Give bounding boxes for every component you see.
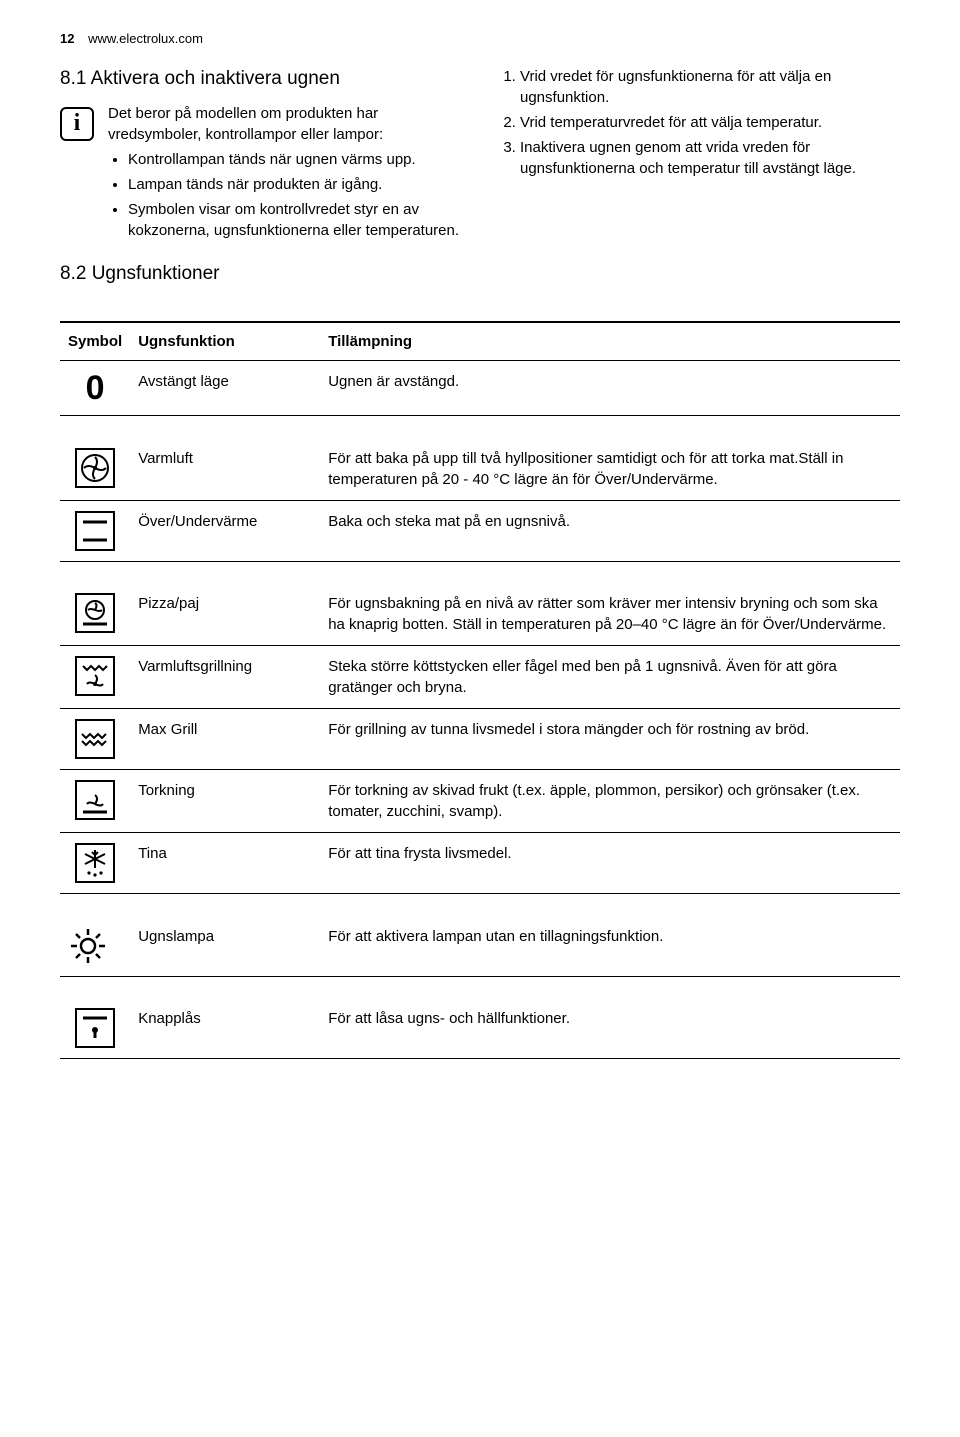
table-row: Pizza/pajFör ugnsbakning på en nivå av r…: [60, 583, 900, 646]
table-row: KnapplåsFör att låsa ugns- och hällfunkt…: [60, 998, 900, 1059]
info-bullet: Lampan tänds när produkten är igång.: [128, 174, 460, 195]
function-name: Avstängt läge: [130, 361, 320, 416]
symbol-cell: [60, 709, 130, 770]
function-name: Tina: [130, 833, 320, 894]
info-body: Det beror på modellen om produkten har v…: [108, 103, 460, 245]
function-name: Knapplås: [130, 998, 320, 1059]
function-name: Varmluft: [130, 438, 320, 501]
section-8-1-title: 8.1 Aktivera och inaktivera ugnen: [60, 66, 460, 93]
function-desc: För att aktivera lampan utan en tillagni…: [320, 916, 900, 977]
col-function: Ugnsfunktion: [130, 322, 320, 361]
page-number: 12: [60, 31, 74, 46]
symbol-topbottom-icon: [75, 511, 115, 551]
symbol-cell: [60, 833, 130, 894]
function-name: Över/Undervärme: [130, 500, 320, 561]
section-8-2-title: 8.2 Ugnsfunktioner: [60, 261, 460, 288]
step-item: Vrid vredet för ugnsfunktionerna för att…: [520, 66, 900, 108]
function-name: Pizza/paj: [130, 583, 320, 646]
table-row: Max GrillFör grillning av tunna livsmede…: [60, 709, 900, 770]
lamp-icon: [68, 926, 122, 966]
function-desc: Baka och steka mat på en ugnsnivå.: [320, 500, 900, 561]
symbol-cell: [60, 770, 130, 833]
symbol-fan-icon: [75, 448, 115, 488]
symbol-cell: 0: [60, 361, 130, 416]
function-desc: Steka större köttstycken eller fågel med…: [320, 646, 900, 709]
symbol-cell: [60, 438, 130, 501]
function-desc: För ugnsbakning på en nivå av rätter som…: [320, 583, 900, 646]
symbol-cell: [60, 583, 130, 646]
col-application: Tillämpning: [320, 322, 900, 361]
function-name: Max Grill: [130, 709, 320, 770]
table-row: VarmluftFör att baka på upp till två hyl…: [60, 438, 900, 501]
table-row: TorkningFör torkning av skivad frukt (t.…: [60, 770, 900, 833]
col-symbol: Symbol: [60, 322, 130, 361]
symbol-lock-icon: [75, 1008, 115, 1048]
symbol-pizza-icon: [75, 593, 115, 633]
symbol-drying-icon: [75, 780, 115, 820]
page-header: 12 www.electrolux.com: [60, 30, 900, 48]
table-row: UgnslampaFör att aktivera lampan utan en…: [60, 916, 900, 977]
symbol-cell: [60, 916, 130, 977]
info-bullet: Symbolen visar om kontrollvredet styr en…: [128, 199, 460, 241]
step-item: Inaktivera ugnen genom att vrida vreden …: [520, 137, 900, 179]
function-desc: För att tina frysta livsmedel.: [320, 833, 900, 894]
table-row: VarmluftsgrillningSteka större köttstyck…: [60, 646, 900, 709]
info-bullets: Kontrollampan tänds när ugnen värms upp.…: [108, 149, 460, 241]
step-item: Vrid temperaturvredet för att välja temp…: [520, 112, 900, 133]
function-name: Ugnslampa: [130, 916, 320, 977]
function-desc: För att baka på upp till två hyllpositio…: [320, 438, 900, 501]
table-row: Över/UndervärmeBaka och steka mat på en …: [60, 500, 900, 561]
info-lead: Det beror på modellen om produkten har v…: [108, 103, 460, 145]
symbol-cell: [60, 998, 130, 1059]
site-url: www.electrolux.com: [88, 31, 203, 46]
symbol-zero: 0: [86, 369, 105, 407]
steps-list: Vrid vredet för ugnsfunktionerna för att…: [500, 66, 900, 179]
info-bullet: Kontrollampan tänds när ugnen värms upp.: [128, 149, 460, 170]
symbol-maxgrill-icon: [75, 719, 115, 759]
table-row: TinaFör att tina frysta livsmedel.: [60, 833, 900, 894]
table-row: 0 Avstängt lägeUgnen är avstängd.: [60, 361, 900, 416]
symbol-fangrill-icon: [75, 656, 115, 696]
function-name: Varmluftsgrillning: [130, 646, 320, 709]
function-desc: För att låsa ugns- och hällfunktioner.: [320, 998, 900, 1059]
function-name: Torkning: [130, 770, 320, 833]
symbol-cell: [60, 646, 130, 709]
functions-table: Symbol Ugnsfunktion Tillämpning 0 Avstäng…: [60, 321, 900, 1059]
function-desc: Ugnen är avstängd.: [320, 361, 900, 416]
symbol-cell: [60, 500, 130, 561]
function-desc: För torkning av skivad frukt (t.ex. äppl…: [320, 770, 900, 833]
info-icon: i: [60, 107, 94, 141]
symbol-defrost-icon: [75, 843, 115, 883]
function-desc: För grillning av tunna livsmedel i stora…: [320, 709, 900, 770]
